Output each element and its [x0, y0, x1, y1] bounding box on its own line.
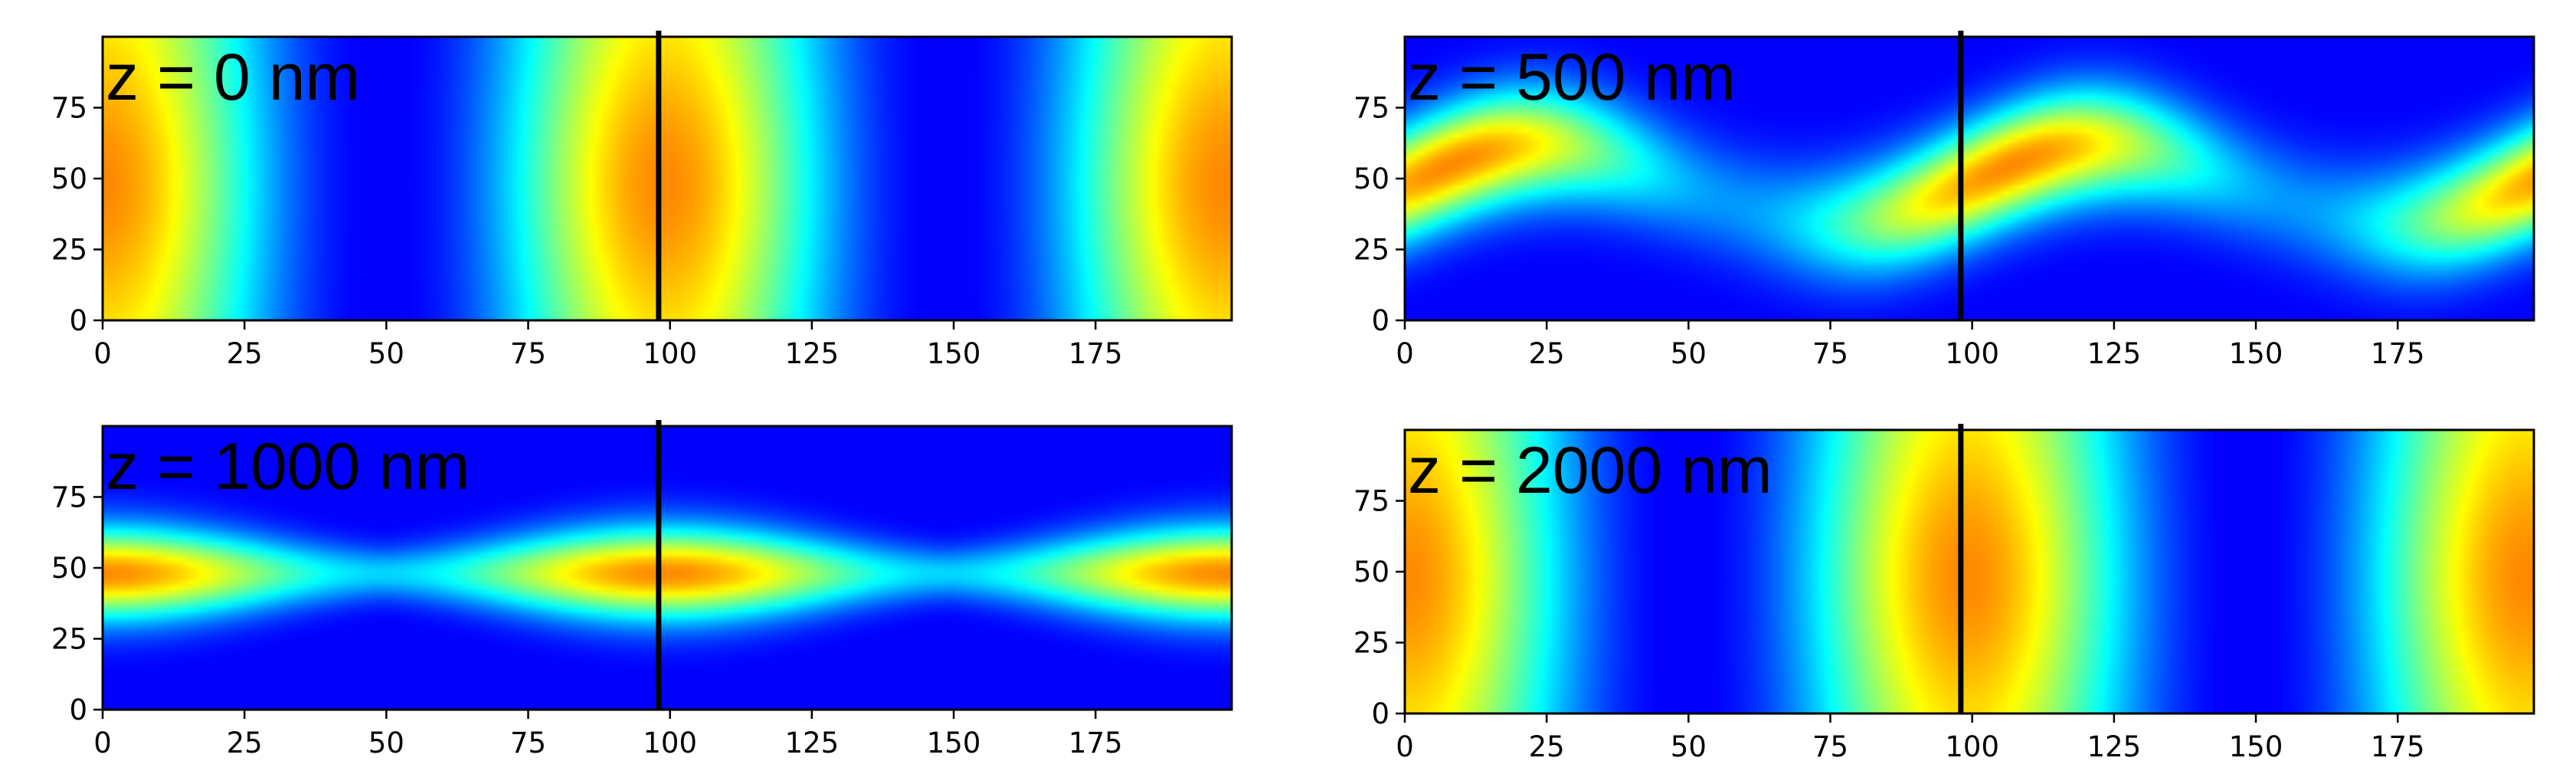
x-tick-label: 25 [227, 727, 263, 759]
x-tick-label: 0 [1396, 337, 1414, 370]
x-tick-label: 100 [643, 337, 697, 370]
y-tick-label: 75 [51, 92, 87, 125]
y-tick-label: 50 [1353, 162, 1389, 195]
y-tick-label: 0 [69, 694, 87, 727]
x-tick-label: 75 [510, 337, 546, 370]
chart-panel: 0 25 50 75 100 125 150 175 0 25 50 75 z = 0 nm [51, 31, 1233, 370]
heatmap-image [103, 37, 1232, 320]
y-tick-label: 75 [51, 481, 87, 514]
x-tick-label: 175 [1069, 337, 1123, 370]
x-tick-label: 50 [1671, 337, 1707, 370]
x-tick-label: 125 [2087, 337, 2142, 370]
panel-label: z = 0 nm [106, 41, 360, 114]
y-tick-label: 75 [1353, 485, 1389, 518]
x-tick-label: 100 [1945, 337, 1999, 370]
x-tick-label: 75 [510, 727, 546, 759]
x-tick-label: 75 [1812, 730, 1848, 763]
panel-label: z = 2000 nm [1408, 434, 1772, 507]
chart-panel: 0 25 50 75 100 125 150 175 0 25 50 75 z = 2000 nm [1353, 424, 2535, 763]
x-tick-label: 175 [2371, 337, 2425, 370]
panel-label: z = 1000 nm [106, 430, 470, 504]
y-tick-label: 25 [51, 234, 87, 267]
x-tick-label: 175 [1069, 727, 1123, 759]
y-tick-label: 50 [1353, 556, 1389, 589]
x-tick-label: 175 [2371, 730, 2425, 763]
y-tick-label: 75 [1353, 92, 1389, 125]
y-tick-label: 25 [1353, 234, 1389, 267]
x-tick-label: 0 [93, 727, 112, 759]
x-tick-label: 150 [2229, 337, 2283, 370]
x-tick-label: 50 [368, 727, 404, 759]
x-tick-label: 150 [927, 727, 981, 759]
y-tick-label: 25 [51, 623, 87, 656]
x-tick-label: 125 [2087, 730, 2142, 763]
chart-panel: 0 25 50 75 100 125 150 175 0 25 50 75 z = 500 nm [1353, 31, 2535, 370]
x-tick-label: 100 [1945, 730, 1999, 763]
heatmap-image [103, 426, 1232, 710]
heatmap-image [1405, 37, 2534, 320]
y-tick-label: 25 [1353, 627, 1389, 660]
panel-label: z = 500 nm [1408, 41, 1736, 114]
x-tick-label: 0 [1396, 730, 1414, 763]
y-tick-label: 0 [1371, 697, 1389, 730]
x-tick-label: 100 [643, 727, 697, 759]
y-tick-label: 50 [51, 162, 87, 195]
y-tick-label: 50 [51, 552, 87, 585]
x-tick-label: 50 [368, 337, 404, 370]
x-tick-label: 50 [1671, 730, 1707, 763]
y-tick-label: 0 [1371, 304, 1389, 337]
x-tick-label: 25 [1529, 730, 1565, 763]
chart-panel: 0 25 50 75 100 125 150 175 0 25 50 75 z = 1000 nm [51, 420, 1233, 759]
x-tick-label: 75 [1812, 337, 1848, 370]
x-tick-label: 0 [93, 337, 112, 370]
x-tick-label: 25 [227, 337, 263, 370]
x-tick-label: 150 [2229, 730, 2283, 763]
heatmap-image [1405, 430, 2534, 713]
y-tick-label: 0 [69, 304, 87, 337]
x-tick-label: 125 [785, 727, 840, 759]
x-tick-label: 150 [927, 337, 981, 370]
x-tick-label: 125 [785, 337, 840, 370]
x-tick-label: 25 [1529, 337, 1565, 370]
